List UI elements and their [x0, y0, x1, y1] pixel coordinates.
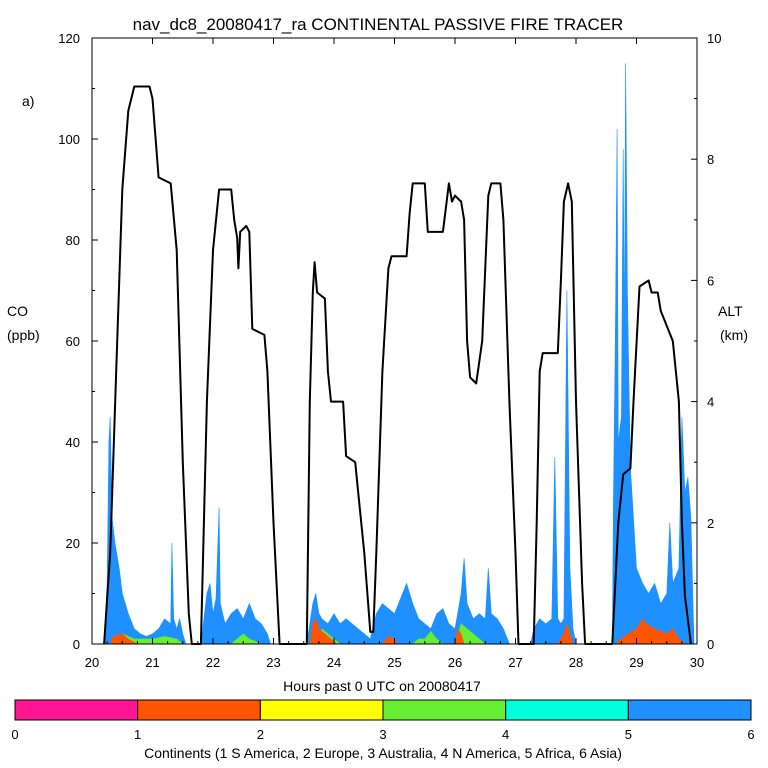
- y-left-label-bottom: (ppb): [7, 327, 40, 343]
- colorbar-tick-label: 2: [257, 727, 264, 742]
- y-left-label-top: CO: [7, 303, 28, 319]
- y-right-tick-label: 0: [707, 637, 714, 652]
- colorbar-swatch: [505, 699, 629, 721]
- x-tick-label: 26: [448, 655, 462, 670]
- panel-label: a): [22, 93, 34, 109]
- y-left-tick-label: 120: [58, 31, 80, 46]
- y-right-tick-label: 8: [707, 152, 714, 167]
- colorbar-swatch: [627, 699, 752, 721]
- y-left-tick-label: 60: [66, 334, 80, 349]
- colorbar-swatch: [137, 699, 261, 721]
- y-left-tick-label: 20: [66, 536, 80, 551]
- x-tick-label: 29: [629, 655, 643, 670]
- colorbar-tick-label: 1: [134, 727, 141, 742]
- x-tick-label: 30: [690, 655, 704, 670]
- altitude-line: [103, 85, 692, 645]
- x-axis-label: Hours past 0 UTC on 20080417: [283, 678, 481, 694]
- x-tick-label: 24: [327, 655, 341, 670]
- y-left-tick-label: 0: [73, 637, 80, 652]
- x-tick-label: 25: [387, 655, 401, 670]
- x-tick-label: 21: [145, 655, 159, 670]
- colorbar-swatch: [259, 699, 384, 721]
- colorbar-tick-label: 3: [379, 727, 386, 742]
- axes: 20 21 22 23 24 25 26 27 28 29 30020406080100120024…: [58, 31, 721, 670]
- x-tick-label: 27: [508, 655, 522, 670]
- plot-frame: [91, 37, 698, 645]
- colorbar-tick-label: 5: [625, 727, 632, 742]
- chart-title: nav_dc8_20080417_ra CONTINENTAL PASSIVE …: [133, 15, 624, 34]
- continent-colorbar: 0 1 2 3 4 5 6: [11, 699, 755, 742]
- plot-area: [103, 63, 695, 645]
- co-area-asia: [103, 63, 695, 645]
- y-right-tick-label: 6: [707, 273, 714, 288]
- co-area-s-america: [109, 618, 686, 645]
- y-right-tick-label: 10: [707, 31, 721, 46]
- y-left-tick-label: 40: [66, 435, 80, 450]
- colorbar-tick-label: 4: [502, 727, 509, 742]
- colorbar-swatch: [382, 699, 507, 721]
- x-tick-label: 20: [85, 655, 99, 670]
- y-right-label-top: ALT: [718, 303, 743, 319]
- colorbar-tick-label: 6: [747, 727, 754, 742]
- y-left-tick-label: 80: [66, 233, 80, 248]
- colorbar-label: Continents (1 S America, 2 Europe, 3 Aus…: [144, 745, 622, 761]
- y-right-tick-label: 2: [707, 516, 714, 531]
- y-left-tick-label: 100: [58, 132, 80, 147]
- x-tick-label: 22: [206, 655, 220, 670]
- colorbar-swatch: [14, 699, 139, 721]
- x-tick-label: 23: [266, 655, 280, 670]
- y-right-tick-label: 4: [707, 395, 714, 410]
- y-right-label-bottom: (km): [720, 327, 748, 343]
- x-tick-label: 28: [569, 655, 583, 670]
- colorbar-tick-label: 0: [11, 727, 18, 742]
